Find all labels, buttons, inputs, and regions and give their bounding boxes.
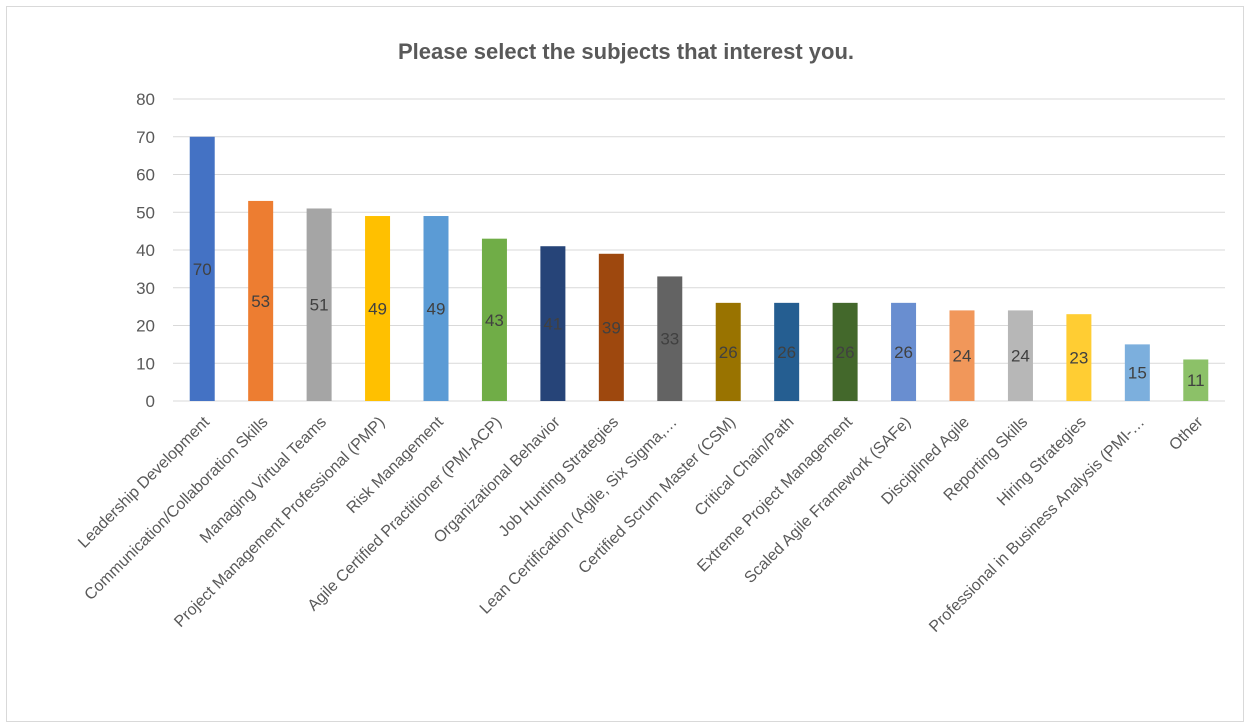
bar-chart: 0 10 20 30 40 50 60 70 80 70 53 51 49 49 43 41 39 33 26 26… <box>75 90 1225 636</box>
bar <box>949 310 975 401</box>
data-label: 26 <box>836 343 855 362</box>
chart-title: Please select the subjects that interest… <box>397 39 855 64</box>
y-tick-label: 0 <box>146 392 155 411</box>
bar <box>774 302 800 401</box>
bar <box>189 136 215 401</box>
data-label: 70 <box>193 260 212 279</box>
x-tick-label: Risk Management <box>344 413 448 517</box>
data-label: 33 <box>660 330 679 349</box>
bar <box>891 302 917 401</box>
data-label: 26 <box>777 343 796 362</box>
y-axis-tick-labels: 0 10 20 30 40 50 60 70 80 <box>136 90 155 411</box>
data-label: 24 <box>953 347 972 366</box>
y-tick-label: 10 <box>136 354 155 373</box>
y-tick-label: 30 <box>136 279 155 298</box>
data-label: 26 <box>894 343 913 362</box>
data-label: 23 <box>1069 349 1088 368</box>
y-tick-label: 80 <box>136 90 155 109</box>
data-label: 11 <box>1187 371 1205 390</box>
x-tick-label: Other <box>1166 413 1207 454</box>
y-tick-label: 20 <box>136 317 155 336</box>
bar <box>306 208 332 401</box>
data-label: 39 <box>602 318 621 337</box>
x-axis-category-labels: Leadership DevelopmentCommunication/Coll… <box>75 413 1207 636</box>
bar <box>481 238 507 401</box>
gridlines <box>173 98 1225 402</box>
data-label: 49 <box>368 300 387 319</box>
data-label: 43 <box>485 311 504 330</box>
data-label: 49 <box>427 300 446 319</box>
bar <box>423 216 449 401</box>
data-label: 53 <box>251 292 270 311</box>
bar <box>1124 344 1150 401</box>
bar <box>540 246 566 401</box>
bars <box>189 136 1209 401</box>
data-labels: 70 53 51 49 49 43 41 39 33 26 26 26 26 24 24 23 15 11 <box>193 260 1205 390</box>
x-tick-label: Project Management Professional (PMP) <box>171 414 388 631</box>
bar <box>248 200 274 401</box>
bar <box>1183 359 1209 401</box>
y-tick-label: 50 <box>136 203 155 222</box>
x-tick-label: Job Hunting Strategies <box>496 414 622 540</box>
bar <box>1007 310 1033 401</box>
bar <box>657 276 683 401</box>
bar <box>1066 314 1092 401</box>
data-label: 24 <box>1011 347 1030 366</box>
bar <box>832 302 858 401</box>
data-label: 26 <box>719 343 738 362</box>
data-label: 51 <box>310 296 329 315</box>
y-tick-label: 60 <box>136 166 155 185</box>
chart-frame: Please select the subjects that interest… <box>6 6 1244 722</box>
y-tick-label: 70 <box>136 128 155 147</box>
data-label: 15 <box>1128 364 1147 383</box>
x-tick-label: Critical Chain/Path <box>692 414 798 520</box>
bar <box>715 302 741 401</box>
data-label: 41 <box>543 315 562 334</box>
bar <box>598 253 624 401</box>
y-tick-label: 40 <box>136 241 155 260</box>
bar <box>365 216 391 401</box>
x-tick-label: Professional in Business Analysis (PMI-… <box>926 414 1148 636</box>
